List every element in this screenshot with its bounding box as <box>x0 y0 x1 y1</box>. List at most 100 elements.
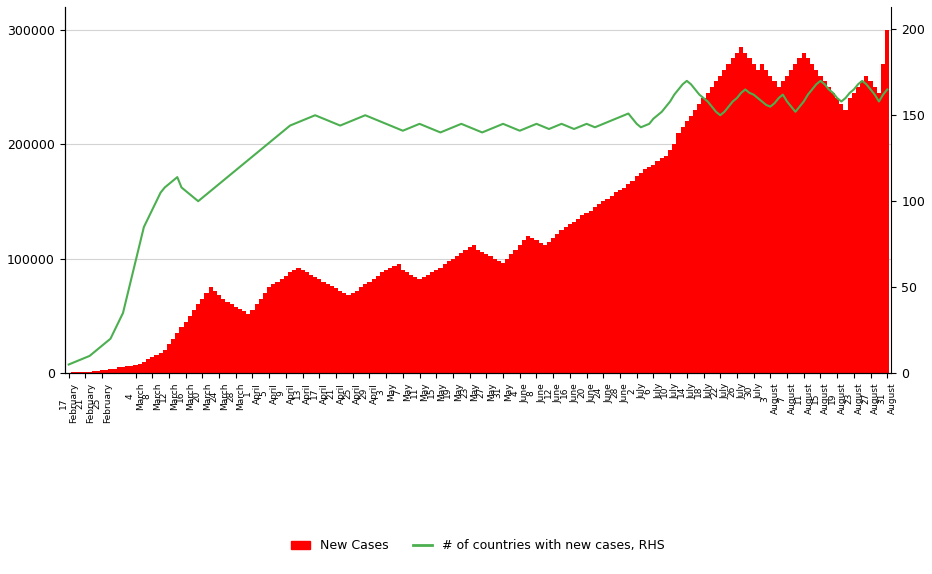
Bar <box>743 53 747 373</box>
Bar <box>852 93 856 373</box>
Bar <box>714 82 719 373</box>
Bar <box>130 366 133 373</box>
Bar <box>305 273 308 373</box>
Bar <box>426 275 430 373</box>
Bar <box>869 82 872 373</box>
Bar <box>359 287 363 373</box>
Bar <box>463 250 468 373</box>
Bar <box>693 110 697 373</box>
Bar <box>251 310 254 373</box>
Bar <box>810 64 815 373</box>
Bar <box>263 293 267 373</box>
Bar <box>551 238 555 373</box>
Bar <box>885 30 889 373</box>
Bar <box>818 76 823 373</box>
Bar <box>254 304 259 373</box>
Bar <box>677 133 680 373</box>
Bar <box>430 273 434 373</box>
Bar <box>601 201 606 373</box>
Bar <box>614 192 618 373</box>
Bar <box>664 156 668 373</box>
Bar <box>271 284 276 373</box>
Bar <box>827 87 831 373</box>
Bar <box>401 270 404 373</box>
Bar <box>773 82 776 373</box>
Bar <box>308 275 313 373</box>
Bar <box>79 372 83 373</box>
Bar <box>768 76 773 373</box>
Bar <box>626 184 630 373</box>
Bar <box>517 245 522 373</box>
Bar <box>355 290 359 373</box>
Bar <box>710 87 714 373</box>
Bar <box>384 270 389 373</box>
Bar <box>313 277 317 373</box>
Bar <box>505 259 509 373</box>
Bar <box>719 76 722 373</box>
Bar <box>455 257 459 373</box>
Bar <box>702 99 706 373</box>
Bar <box>660 158 664 373</box>
Bar <box>347 295 350 373</box>
Bar <box>125 366 130 373</box>
Bar <box>104 370 108 373</box>
Bar <box>706 93 710 373</box>
Bar <box>584 213 589 373</box>
Bar <box>434 270 438 373</box>
Bar <box>212 290 217 373</box>
Bar <box>158 352 163 373</box>
Legend: New Cases, # of countries with new cases, RHS: New Cases, # of countries with new cases… <box>286 534 670 557</box>
Bar <box>789 70 793 373</box>
Bar <box>476 250 480 373</box>
Bar <box>472 245 476 373</box>
Bar <box>296 268 300 373</box>
Bar <box>288 273 292 373</box>
Bar <box>317 280 322 373</box>
Bar <box>284 276 288 373</box>
Bar <box>722 70 726 373</box>
Bar <box>167 344 171 373</box>
Bar <box>564 227 568 373</box>
Bar <box>226 302 229 373</box>
Bar <box>847 99 852 373</box>
Bar <box>534 241 539 373</box>
Bar <box>238 309 242 373</box>
Bar <box>726 64 731 373</box>
Bar <box>438 268 443 373</box>
Bar <box>734 53 739 373</box>
Bar <box>872 87 877 373</box>
Bar <box>421 277 426 373</box>
Bar <box>113 369 116 373</box>
Bar <box>530 238 534 373</box>
Bar <box>259 298 263 373</box>
Bar <box>204 293 209 373</box>
Bar <box>815 70 818 373</box>
Bar <box>522 241 526 373</box>
Bar <box>146 359 150 373</box>
Bar <box>196 304 200 373</box>
Bar <box>843 110 847 373</box>
Bar <box>739 47 743 373</box>
Bar <box>234 307 238 373</box>
Bar <box>593 207 597 373</box>
Bar <box>685 121 689 373</box>
Bar <box>831 93 835 373</box>
Bar <box>380 273 384 373</box>
Bar <box>672 144 677 373</box>
Bar <box>300 270 305 373</box>
Bar <box>413 277 418 373</box>
Bar <box>572 222 576 373</box>
Bar <box>334 288 338 373</box>
Bar <box>785 76 789 373</box>
Bar <box>697 104 702 373</box>
Bar <box>618 190 622 373</box>
Bar <box>542 245 547 373</box>
Bar <box>459 253 463 373</box>
Bar <box>764 70 768 373</box>
Bar <box>622 188 626 373</box>
Bar <box>392 266 396 373</box>
Bar <box>485 254 488 373</box>
Bar <box>142 362 146 373</box>
Bar <box>96 371 100 373</box>
Bar <box>163 350 167 373</box>
